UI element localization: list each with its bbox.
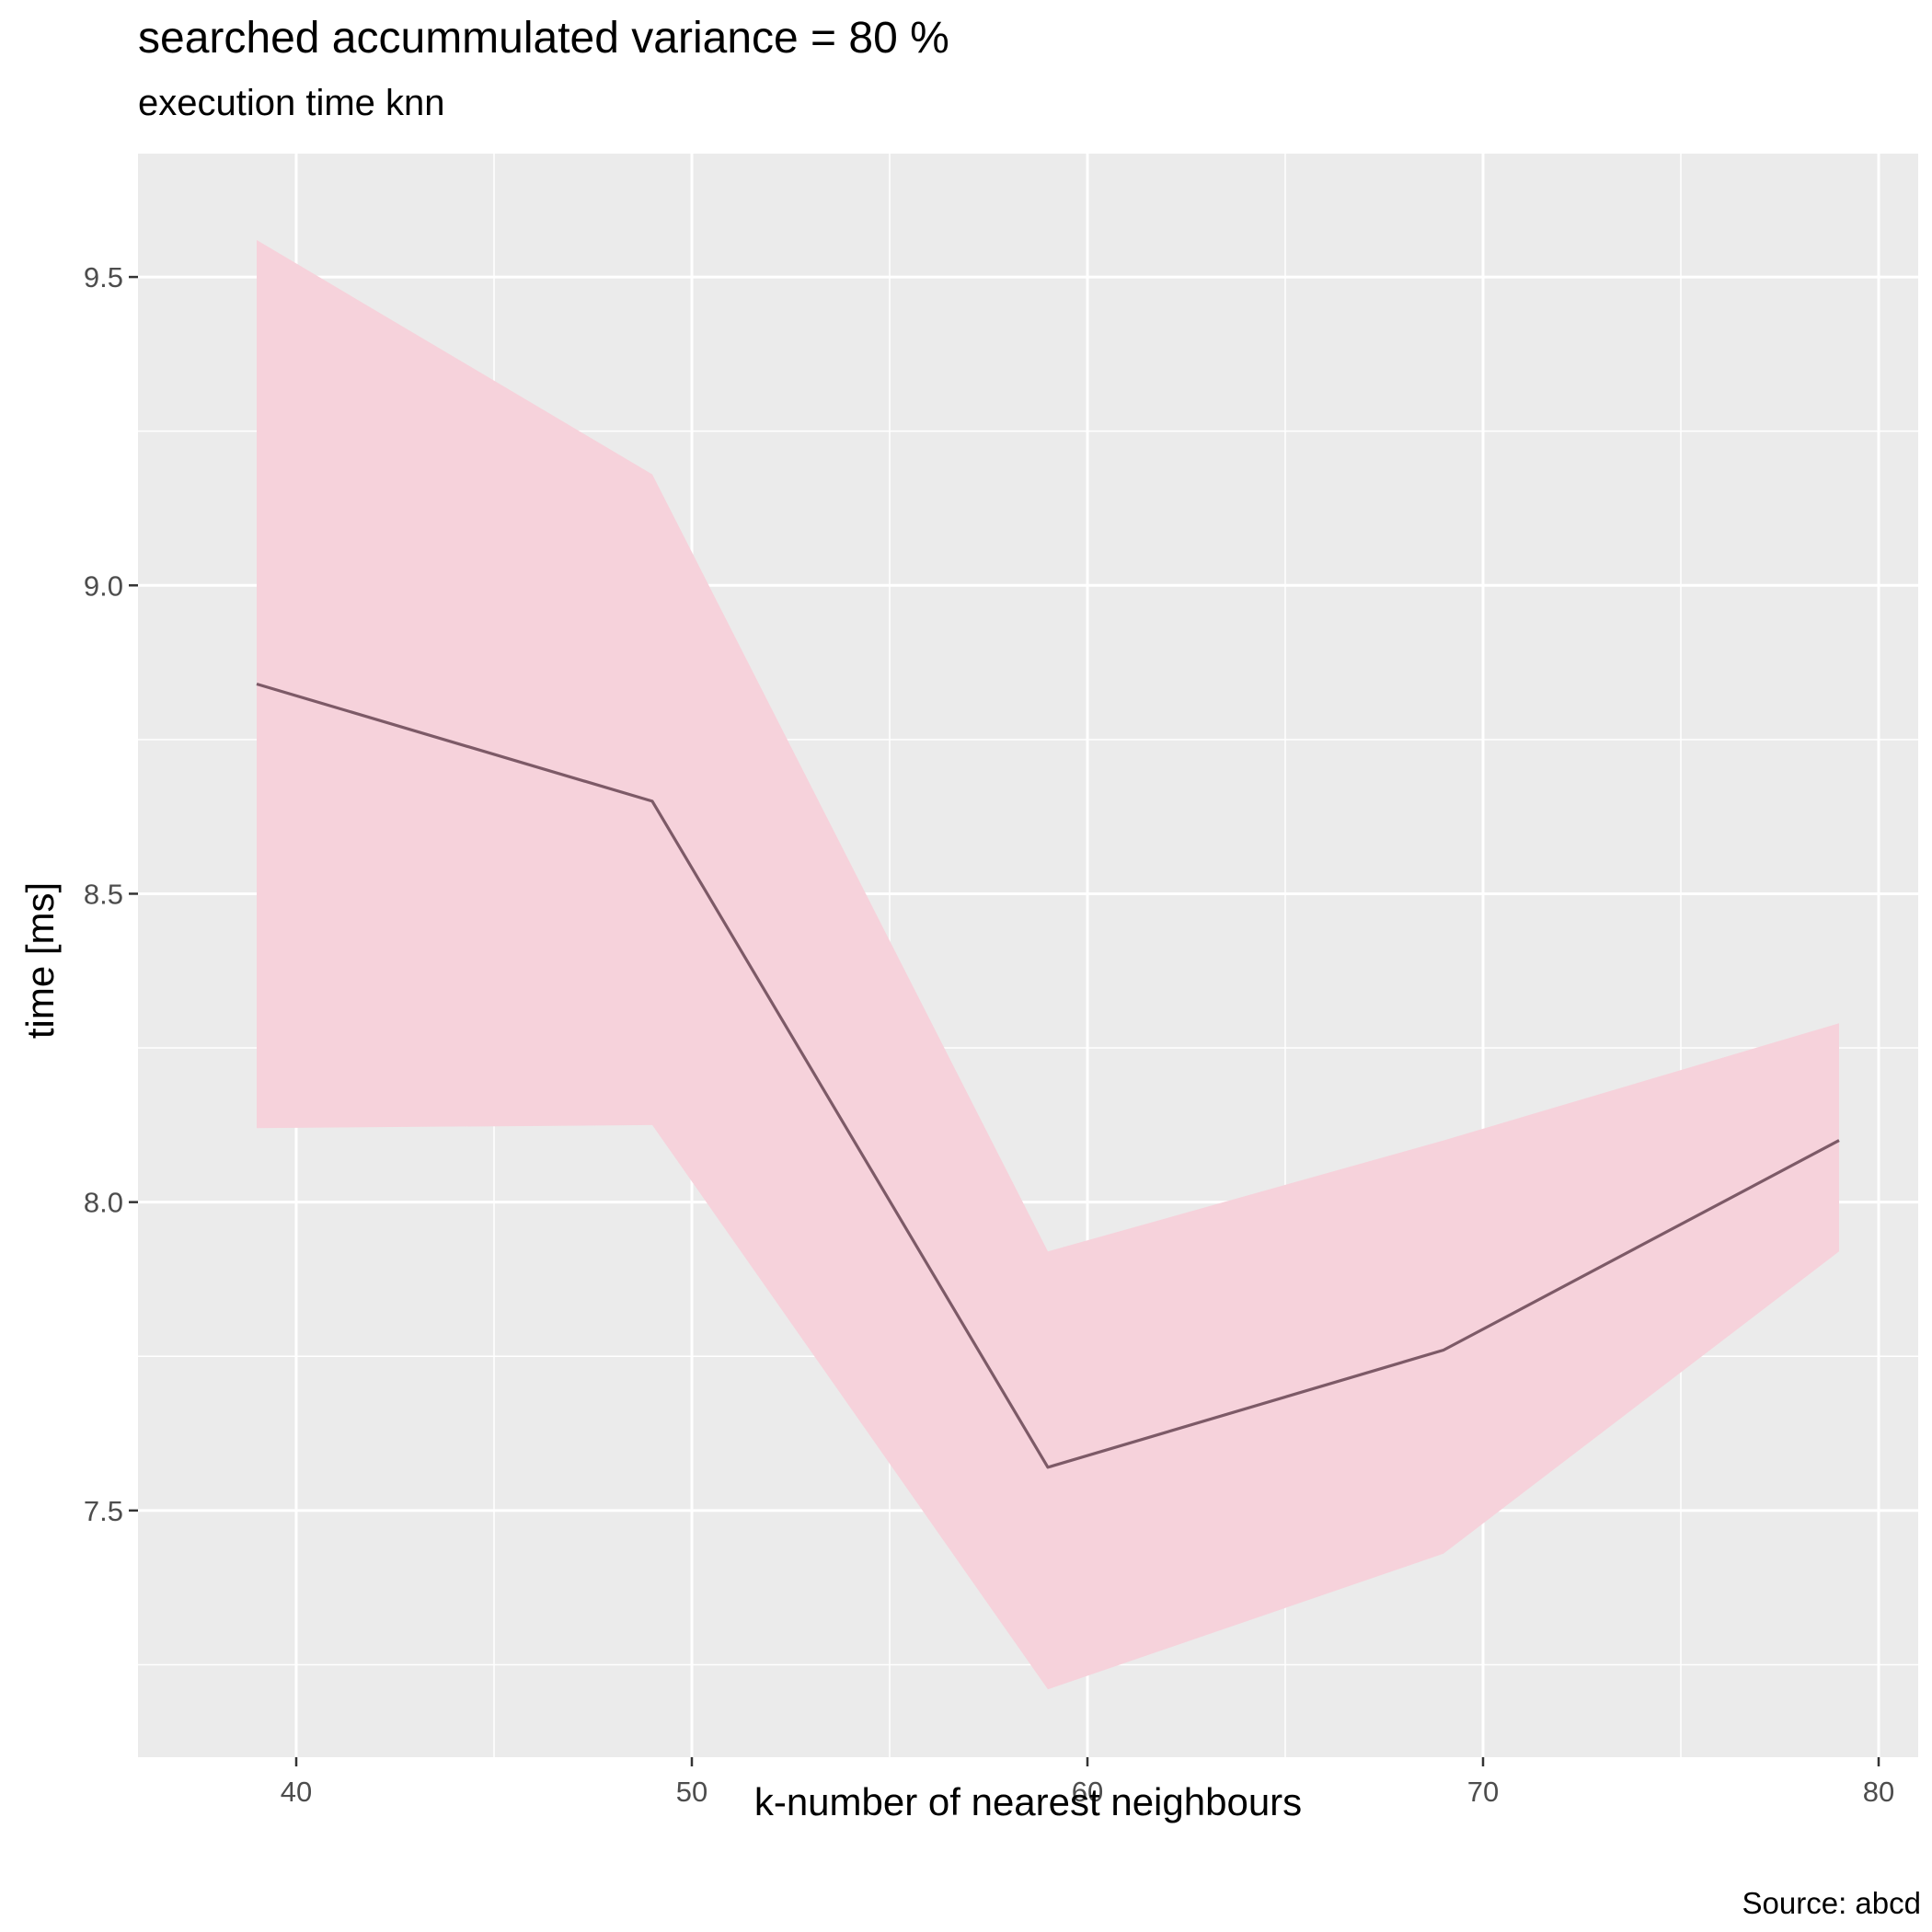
series-lines [256, 682, 1840, 1469]
confidence-ribbon [257, 239, 1839, 1690]
y-tick-label: 8.0 [84, 1187, 123, 1219]
y-tick-label: 8.5 [84, 878, 123, 910]
x-tick-label: 80 [1863, 1776, 1894, 1808]
x-tick-label: 70 [1467, 1776, 1499, 1808]
confidence-ribbons [257, 239, 1839, 1690]
chart-title: searched accummulated variance = 80 % [138, 14, 949, 63]
y-axis-label: time [ms] [18, 881, 62, 1040]
x-tick-label: 50 [676, 1776, 707, 1808]
chart-subtitle: execution time knn [138, 83, 445, 123]
y-tick-label: 9.0 [84, 569, 123, 602]
x-axis-label: k-number of nearest neighbours [753, 1780, 1303, 1823]
x-axis: 40 50 60 70 80 [281, 1757, 1894, 1808]
y-tick-label: 9.5 [84, 261, 123, 293]
series-line [256, 682, 1840, 1469]
y-tick-label: 7.5 [84, 1495, 123, 1527]
x-tick-label: 40 [281, 1776, 312, 1808]
x-tick-label: 60 [1072, 1776, 1103, 1808]
source-caption: Source: abcd [1742, 1886, 1921, 1920]
y-axis: 7.5 8.0 8.5 9.0 9.5 [84, 261, 138, 1527]
